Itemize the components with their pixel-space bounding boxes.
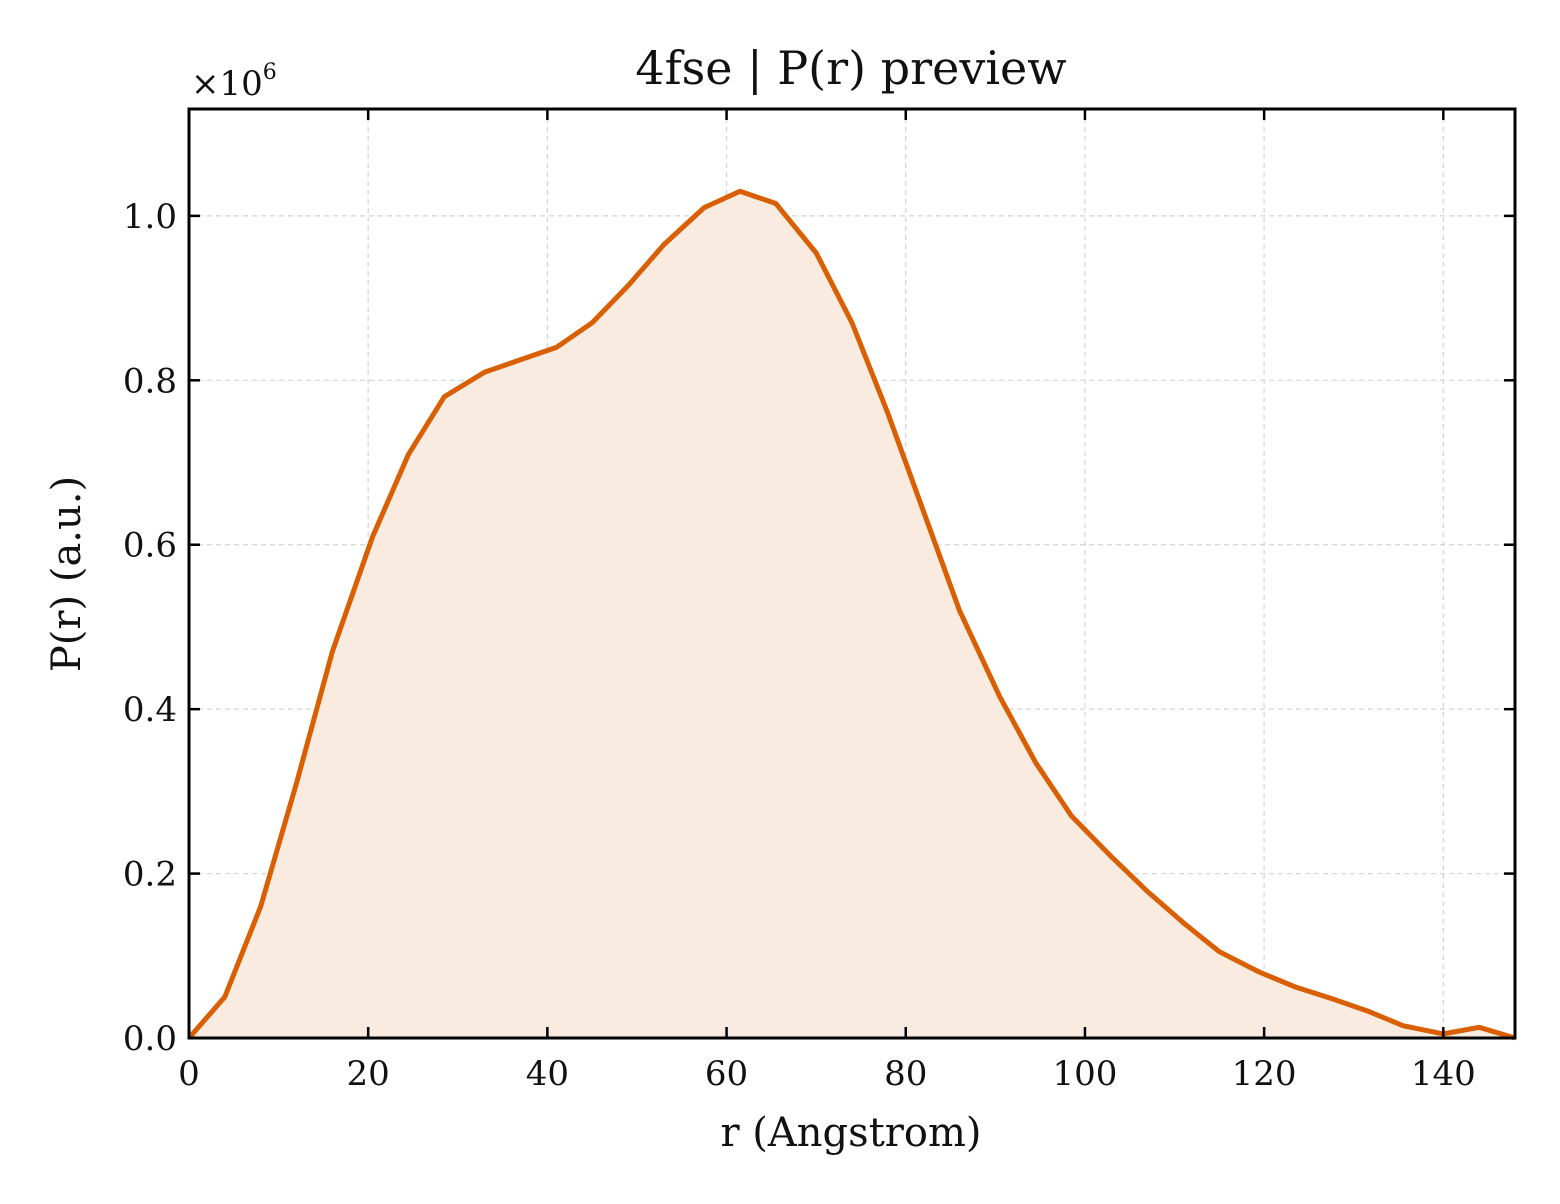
x-tick-label: 20 xyxy=(347,1054,390,1094)
y-tick-label: 0.8 xyxy=(123,361,177,401)
ticks: 0 20 40 60 80 100 120 140 0.0 0.2 0.4 0.6 0.8 1.0 xyxy=(123,109,1515,1094)
y-multiplier-exponent: 6 xyxy=(263,60,277,85)
pr-area-fill xyxy=(189,191,1515,1038)
pr-series-line xyxy=(187,188,1516,1041)
y-tick-label: 0.6 xyxy=(123,526,177,566)
x-tick-label: 100 xyxy=(1052,1054,1117,1094)
y-tick-label: 0.0 xyxy=(123,1019,177,1059)
x-tick-label: 140 xyxy=(1411,1054,1476,1094)
x-axis-label: r (Angstrom) xyxy=(720,1110,981,1156)
data-layer xyxy=(187,188,1516,1041)
y-axis-label: P(r) (a.u.) xyxy=(44,476,90,672)
x-tick-label: 0 xyxy=(178,1054,200,1094)
x-tick-label: 40 xyxy=(526,1054,569,1094)
x-tick-label: 80 xyxy=(884,1054,927,1094)
axes xyxy=(187,107,1517,1040)
y-tick-label: 1.0 xyxy=(123,197,177,237)
y-tick-label: 0.4 xyxy=(123,690,177,730)
x-tick-label: 120 xyxy=(1232,1054,1297,1094)
y-multiplier-prefix: ×10 xyxy=(191,64,263,104)
y-tick-label: 0.2 xyxy=(123,855,177,895)
y-multiplier-label: ×106 xyxy=(191,60,277,104)
plot-frame xyxy=(187,107,1517,1040)
x-tick-label: 60 xyxy=(705,1054,748,1094)
chart-title: 4fse | P(r) preview xyxy=(635,41,1066,95)
